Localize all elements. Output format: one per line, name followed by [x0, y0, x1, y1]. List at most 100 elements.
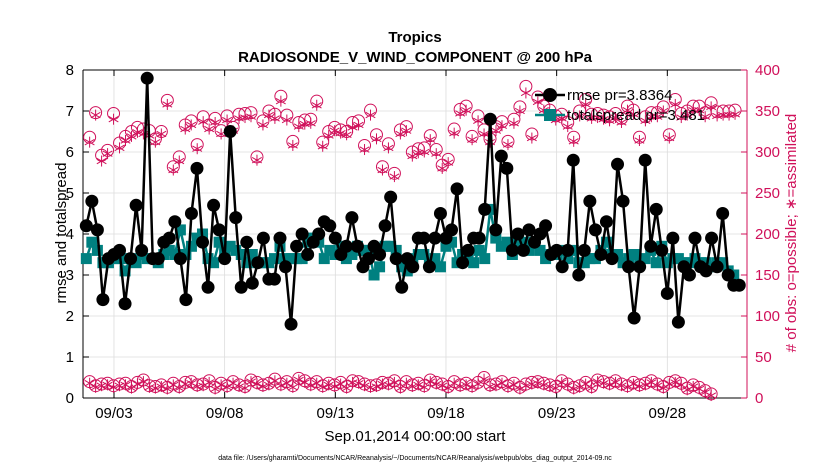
totalspread-point — [689, 253, 701, 265]
obs-assimilated-stroke — [479, 375, 490, 383]
totalspread-point — [589, 253, 601, 265]
y-tick-label: 3 — [66, 267, 74, 284]
obs-assimilated-stroke — [305, 120, 316, 127]
obs-low-assimilated-point — [287, 381, 298, 393]
rmse-point — [483, 112, 497, 126]
totalspread-point — [446, 236, 458, 248]
chart-title: Tropics — [388, 29, 441, 46]
rmse-point — [688, 231, 702, 245]
y-axis-label: rmse and totalspread — [53, 163, 70, 304]
legend-spread-marker — [544, 109, 556, 121]
obs-assimilated-point — [652, 111, 663, 123]
obs-assimilated-stroke — [586, 115, 597, 122]
obs-assimilated-stroke — [443, 384, 454, 392]
obs-assimilated-stroke — [210, 119, 221, 126]
totalspread-point — [368, 269, 380, 281]
totalspread-point — [91, 244, 103, 256]
obs-low-assimilated-point — [240, 382, 251, 394]
totalspread-point — [401, 265, 413, 277]
obs-assimilated-point — [425, 134, 436, 146]
obs-low-assimilated-point — [473, 378, 484, 390]
rmse-point — [118, 297, 132, 311]
obs-assimilated-stroke — [568, 385, 579, 393]
obs-assimilated-point — [102, 148, 113, 160]
rmse-point — [251, 256, 265, 270]
obs-assimilated-stroke — [556, 115, 567, 122]
rmse-point — [384, 190, 398, 204]
totalspread-point — [163, 244, 175, 256]
totalspread-point — [517, 236, 529, 248]
rmse-point — [445, 223, 459, 237]
obs-assimilated-stroke — [568, 138, 579, 145]
totalspread-point — [235, 249, 247, 260]
obs-assimilated-point — [467, 134, 478, 146]
obs-assimilated-stroke — [347, 124, 358, 131]
y-right-tick-label: 150 — [755, 267, 780, 284]
rmse-point — [312, 227, 326, 241]
obs-assimilated-point — [317, 140, 328, 152]
rmse-point — [124, 252, 138, 266]
totalspread-point — [418, 249, 430, 260]
obs-assimilated-stroke — [150, 138, 161, 146]
obs-assimilated-stroke — [700, 113, 711, 120]
totalspread-point — [473, 244, 485, 256]
rmse-point — [660, 286, 674, 300]
rmse-point — [605, 252, 619, 266]
totalspread-point — [512, 236, 524, 248]
obs-assimilated-stroke — [676, 114, 687, 121]
rmse-point — [638, 153, 652, 167]
obs-assimilated-stroke — [204, 379, 215, 386]
obs-assimilated-stroke — [490, 127, 502, 134]
rmse-point — [162, 231, 176, 245]
obs-assimilated-point — [496, 120, 507, 132]
chart-subtitle: RADIOSONDE_V_WIND_COMPONENT @ 200 hPa — [238, 49, 593, 66]
totalspread-point — [672, 253, 684, 265]
rmse-point — [732, 278, 746, 292]
totalspread-point — [440, 240, 452, 252]
rmse-point — [212, 223, 226, 237]
obs-assimilated-point — [437, 162, 448, 174]
obs-assimilated-point — [616, 116, 627, 128]
totalspread-point — [479, 253, 491, 265]
rmse-point — [339, 239, 353, 253]
obs-assimilated-stroke — [496, 122, 507, 129]
obs-assimilated-stroke — [652, 113, 663, 120]
rmse-point — [599, 215, 613, 229]
y-right-tick-label: 250 — [755, 185, 780, 202]
totalspread-point — [612, 249, 624, 260]
obs-assimilated-point — [574, 110, 585, 122]
obs-assimilated-stroke — [168, 166, 179, 174]
rmse-point — [622, 260, 636, 274]
obs-assimilated-stroke — [132, 129, 143, 136]
totalspread-point — [280, 253, 292, 265]
obs-assimilated-stroke — [311, 102, 322, 109]
obs-assimilated-stroke — [467, 136, 478, 143]
totalspread-point — [717, 257, 729, 269]
obs-assimilated-stroke — [664, 134, 675, 142]
rmse-point — [705, 231, 719, 245]
obs-assimilated-stroke — [371, 135, 382, 143]
obs-assimilated-stroke — [526, 134, 537, 142]
obs-assimilated-point — [371, 133, 382, 145]
rmse-point — [655, 243, 669, 257]
rmse-series — [79, 71, 746, 331]
totalspread-point — [357, 244, 369, 256]
totalspread-point — [412, 249, 424, 260]
obs-assimilated-point — [275, 95, 286, 107]
y-right-tick-label: 200 — [755, 226, 780, 243]
obs-assimilated-stroke — [359, 146, 370, 153]
y-right-tick-label: 0 — [755, 390, 763, 407]
x-axis-label: Sep.01,2014 00:00:00 start — [325, 428, 507, 445]
obs-assimilated-stroke — [114, 144, 125, 152]
obs-assimilated-stroke — [281, 116, 292, 124]
obs-low-assimilated-point — [586, 382, 597, 394]
obs-assimilated-point — [490, 125, 502, 137]
obs-assimilated-stroke — [102, 150, 113, 157]
obs-assimilated-stroke — [730, 111, 741, 118]
obs-assimilated-stroke — [108, 116, 119, 123]
obs-assimilated-stroke — [682, 111, 693, 119]
obs-assimilated-stroke — [162, 101, 173, 108]
obs-assimilated-point — [359, 144, 370, 156]
